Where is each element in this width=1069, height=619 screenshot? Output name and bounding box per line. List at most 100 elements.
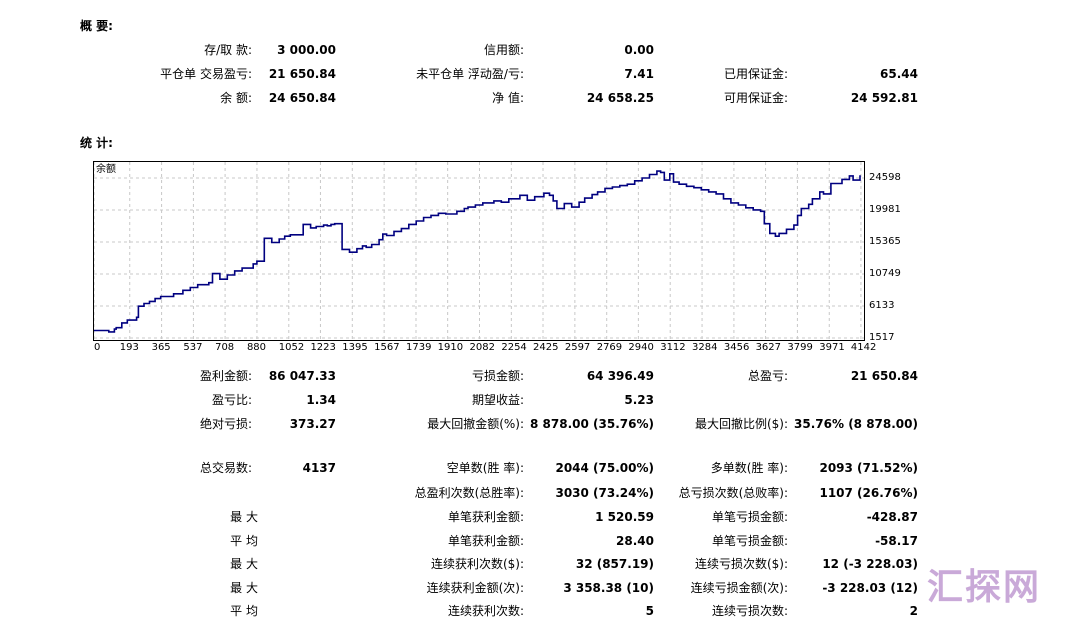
- stats-value: 35.76% (8 878.00): [794, 417, 918, 431]
- summary-label: 平仓单 交易盈亏:: [160, 67, 252, 81]
- balance-chart-svg: [94, 162, 864, 340]
- x-tick-label: 365: [151, 342, 171, 353]
- stats-value: 1107 (26.76%): [819, 486, 918, 500]
- stats-label: 单笔亏损金额:: [711, 510, 788, 524]
- stats-label: 绝对亏损:: [199, 417, 252, 431]
- stats-label: 最大回撤比例($):: [694, 417, 788, 431]
- stats-value: 21 650.84: [850, 369, 918, 383]
- stats-label: 单笔获利金额:: [447, 534, 524, 548]
- stats-label: 连续获利次数:: [447, 604, 524, 618]
- stats-value: -3 228.03 (12): [822, 581, 918, 595]
- stats-value: 64 396.49: [586, 369, 654, 383]
- x-tick-label: 2425: [533, 342, 559, 353]
- summary-value: 24 658.25: [586, 91, 654, 105]
- stats-value: 373.27: [289, 417, 336, 431]
- stats-value: 1.34: [306, 393, 336, 407]
- x-tick-label: 4142: [850, 342, 877, 353]
- stats-label: 单笔亏损金额:: [711, 534, 788, 548]
- summary-value: 7.41: [624, 67, 654, 81]
- stats-row-prefix: 最 大: [230, 581, 258, 595]
- stats-label: 连续亏损次数($):: [694, 557, 788, 571]
- x-tick-label: 193: [119, 342, 139, 353]
- x-tick-label: 2940: [628, 342, 654, 353]
- stats-value: 5.23: [624, 393, 654, 407]
- x-tick-label: 1567: [374, 342, 400, 353]
- stats-row-prefix: 平 均: [230, 604, 258, 618]
- stats-value: 3030 (73.24%): [555, 486, 654, 500]
- stats-label: 总盈利次数(总胜率):: [414, 486, 524, 500]
- stats-value: -428.87: [866, 510, 918, 524]
- stats-value: 28.40: [616, 534, 654, 548]
- stats-label: 空单数(胜 率):: [446, 461, 524, 475]
- stats-label: 连续获利金额(次):: [426, 581, 524, 595]
- summary-label: 净 值:: [492, 91, 524, 105]
- stats-label: 盈亏比:: [211, 393, 252, 407]
- stats-value: -58.17: [875, 534, 918, 548]
- summary-value: 24 592.81: [850, 91, 918, 105]
- total-trades-label: 总交易数:: [199, 461, 252, 475]
- y-tick-label: 10749: [869, 268, 901, 279]
- stats-title: 统 计:: [80, 136, 113, 150]
- summary-value: 65.44: [880, 67, 918, 81]
- stats-label: 多单数(胜 率):: [710, 461, 788, 475]
- stats-value: 2044 (75.00%): [555, 461, 654, 475]
- x-tick-label: 537: [183, 342, 203, 353]
- summary-value: 21 650.84: [268, 67, 336, 81]
- x-tick-label: 3799: [787, 342, 813, 353]
- chart-legend: 余额: [96, 164, 116, 175]
- summary-label: 存/取 款:: [204, 43, 252, 57]
- x-tick-label: 2254: [501, 342, 527, 353]
- stats-value: 1 520.59: [595, 510, 654, 524]
- x-tick-label: 1223: [310, 342, 336, 353]
- x-tick-label: 708: [215, 342, 235, 353]
- summary-label: 信用额:: [483, 43, 524, 57]
- balance-series-line: [94, 170, 861, 333]
- summary-value: 24 650.84: [268, 91, 336, 105]
- stats-value: 12 (-3 228.03): [822, 557, 918, 571]
- stats-label: 连续获利次数($):: [430, 557, 524, 571]
- y-tick-label: 1517: [869, 332, 895, 343]
- total-trades-value: 4137: [302, 461, 336, 475]
- y-tick-label: 24598: [869, 172, 901, 183]
- stats-row-prefix: 最 大: [230, 510, 258, 524]
- stats-row-prefix: 平 均: [230, 534, 258, 548]
- x-tick-label: 1395: [342, 342, 368, 353]
- x-tick-label: 3284: [692, 342, 718, 353]
- y-tick-label: 6133: [869, 300, 895, 311]
- stats-value: 2093 (71.52%): [819, 461, 918, 475]
- stats-value: 5: [645, 604, 654, 618]
- x-tick-label: 1739: [405, 342, 432, 353]
- x-tick-label: 2769: [596, 342, 623, 353]
- stats-label: 最大回撤金额(%):: [427, 417, 524, 431]
- stats-value: 2: [909, 604, 918, 618]
- stats-value: 3 358.38 (10): [563, 581, 654, 595]
- stats-label: 总亏损次数(总败率):: [678, 486, 788, 500]
- x-tick-label: 3456: [723, 342, 750, 353]
- x-tick-label: 2082: [469, 342, 495, 353]
- stats-label: 总盈亏:: [747, 369, 788, 383]
- summary-title: 概 要:: [80, 19, 113, 33]
- summary-value: 0.00: [624, 43, 654, 57]
- stats-value: 8 878.00 (35.76%): [530, 417, 654, 431]
- summary-label: 可用保证金:: [723, 91, 788, 105]
- x-tick-label: 880: [246, 342, 267, 353]
- y-tick-label: 19981: [869, 204, 901, 215]
- x-tick-label: 1052: [278, 342, 305, 353]
- stats-label: 单笔获利金额:: [447, 510, 524, 524]
- x-tick-label: 3971: [819, 342, 845, 353]
- stats-label: 盈利金额:: [199, 369, 252, 383]
- stats-row-prefix: 最 大: [230, 557, 258, 571]
- summary-label: 未平仓单 浮动盈/亏:: [416, 67, 524, 81]
- stats-label: 亏损金额:: [471, 369, 524, 383]
- summary-label: 余 额:: [220, 91, 252, 105]
- stats-label: 期望收益:: [471, 393, 524, 407]
- x-tick-label: 3112: [660, 342, 686, 353]
- balance-chart: [93, 161, 865, 341]
- stats-value: 32 (857.19): [575, 557, 654, 571]
- x-tick-label: 2597: [564, 342, 591, 353]
- summary-value: 3 000.00: [277, 43, 336, 57]
- x-tick-label: 0: [94, 342, 101, 353]
- x-tick-label: 3627: [755, 342, 782, 353]
- y-tick-label: 15365: [869, 236, 901, 247]
- watermark-logo: 汇探网: [927, 567, 1042, 608]
